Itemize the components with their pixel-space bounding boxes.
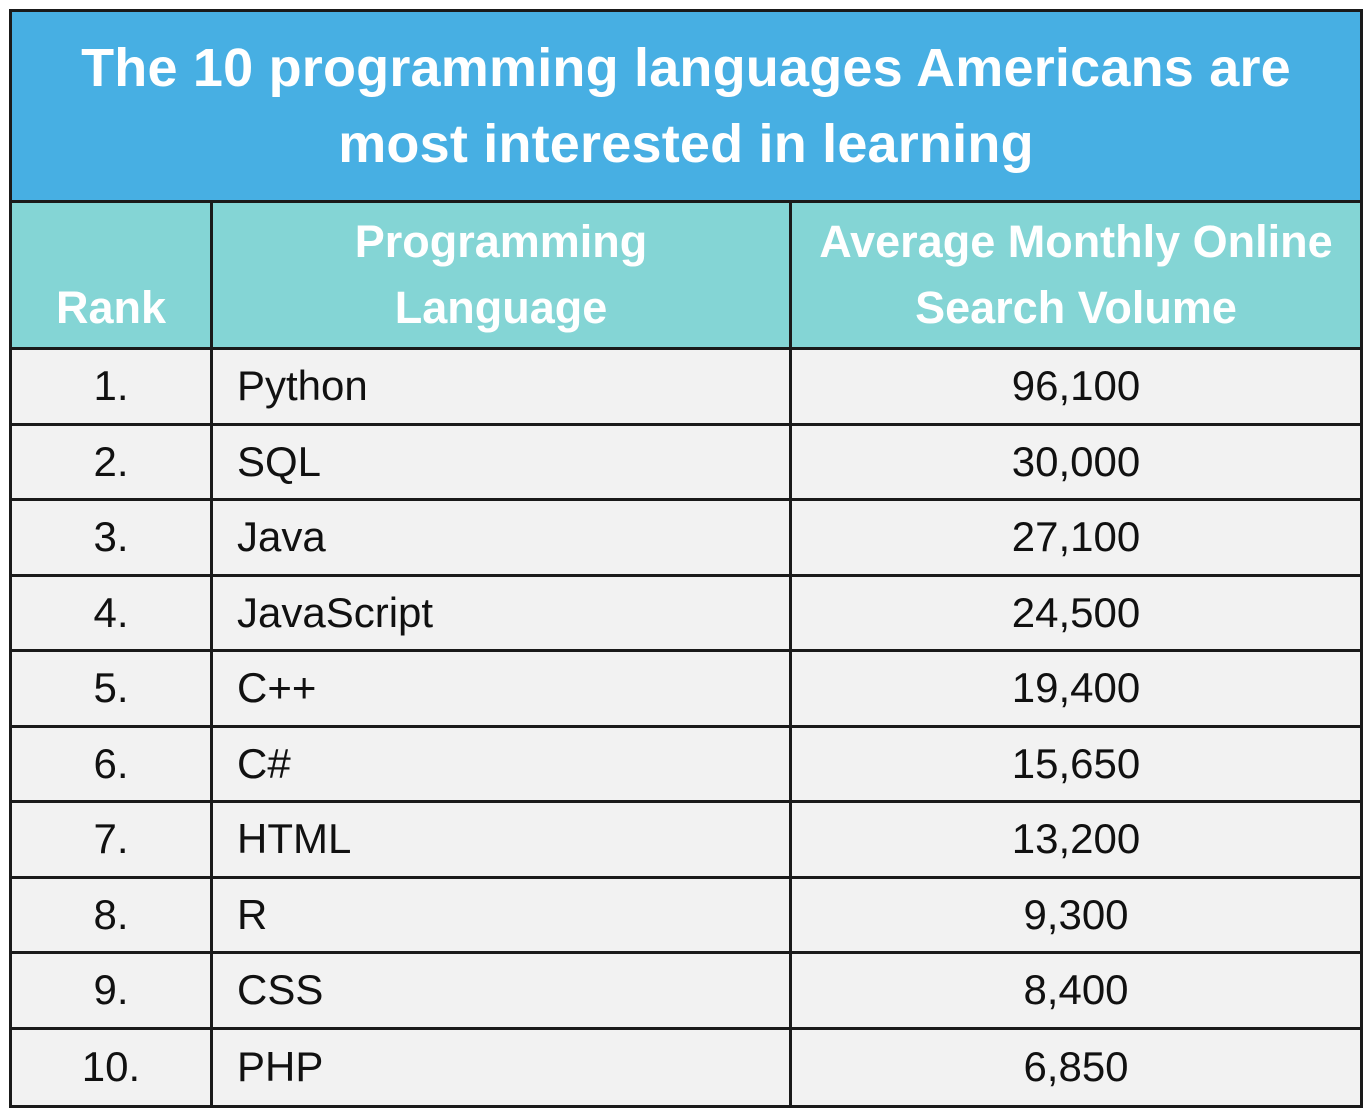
rank-cell: 7. — [12, 803, 213, 876]
language-cell: JavaScript — [213, 576, 792, 649]
table-title: The 10 programming languages Americans a… — [81, 38, 1291, 174]
volume-cell-text: 15,650 — [1011, 739, 1141, 787]
language-cell-text: JavaScript — [237, 588, 434, 636]
language-cell-text: R — [237, 890, 268, 938]
volume-cell: 30,000 — [792, 426, 1360, 499]
header-language: Programming Language — [213, 203, 792, 347]
rank-cell-text: 3. — [93, 513, 129, 561]
rank-cell-text: 7. — [93, 815, 129, 863]
header-volume-label: Average Monthly Online Search Volume — [819, 216, 1333, 333]
table-row: 10. PHP 6,850 — [12, 1029, 1360, 1106]
volume-cell: 6,850 — [792, 1030, 1360, 1106]
language-cell: Java — [213, 501, 792, 574]
rank-cell-text: 5. — [93, 664, 129, 712]
volume-cell-text: 30,000 — [1011, 437, 1141, 485]
rank-cell: 2. — [12, 425, 213, 498]
language-cell: R — [213, 878, 792, 951]
rank-cell: 9. — [12, 954, 213, 1027]
header-language-label: Programming Language — [354, 216, 648, 333]
table-row: 8. R 9,300 — [12, 878, 1360, 954]
rank-cell-text: 8. — [93, 890, 129, 938]
language-cell-text: HTML — [237, 815, 352, 863]
volume-cell-text: 6,850 — [1023, 1043, 1129, 1091]
language-cell: PHP — [213, 1029, 792, 1105]
table-row: 5. C++ 19,400 — [12, 652, 1360, 728]
volume-cell-text: 96,100 — [1011, 362, 1141, 410]
header-volume: Average Monthly Online Search Volume — [792, 203, 1360, 347]
table-row: 6. C# 15,650 — [12, 727, 1360, 803]
language-cell-text: C# — [237, 739, 291, 787]
table-body: 1. Python 96,100 2. SQL 30,000 3. Java 27,100 4. J… — [12, 350, 1360, 1105]
language-cell: C# — [213, 727, 792, 800]
volume-cell-text: 13,200 — [1011, 815, 1141, 863]
rank-cell-text: 4. — [93, 588, 129, 636]
volume-cell: 8,400 — [792, 954, 1360, 1027]
volume-cell-text: 24,500 — [1011, 588, 1141, 636]
volume-cell: 13,200 — [792, 803, 1360, 876]
table-row: 4. JavaScript 24,500 — [12, 576, 1360, 652]
table-header-row: Rank Programming Language Average Monthl… — [12, 203, 1360, 350]
search-volume-table: The 10 programming languages Americans a… — [9, 9, 1363, 1108]
volume-cell: 9,300 — [792, 879, 1360, 952]
rank-cell: 5. — [12, 652, 213, 725]
language-cell: C++ — [213, 652, 792, 725]
language-cell-text: PHP — [237, 1043, 324, 1091]
language-cell: Python — [213, 350, 792, 423]
rank-cell: 4. — [12, 576, 213, 649]
rank-cell-text: 6. — [93, 739, 129, 787]
language-cell-text: Java — [237, 513, 326, 561]
rank-cell-text: 10. — [81, 1043, 141, 1091]
language-cell: SQL — [213, 425, 792, 498]
language-cell-text: Python — [237, 362, 368, 410]
rank-cell: 10. — [12, 1029, 213, 1105]
language-cell-text: C++ — [237, 664, 317, 712]
rank-cell-text: 2. — [93, 437, 129, 485]
language-cell-text: SQL — [237, 437, 322, 485]
header-rank: Rank — [12, 203, 213, 347]
table-row: 2. SQL 30,000 — [12, 425, 1360, 501]
volume-cell-text: 19,400 — [1011, 664, 1141, 712]
table-row: 9. CSS 8,400 — [12, 954, 1360, 1030]
rank-cell-text: 9. — [93, 966, 129, 1014]
volume-cell-text: 9,300 — [1023, 890, 1129, 938]
volume-cell: 96,100 — [792, 350, 1360, 423]
table-title-bar: The 10 programming languages Americans a… — [12, 12, 1360, 203]
volume-cell: 24,500 — [792, 577, 1360, 650]
rank-cell: 1. — [12, 350, 213, 423]
language-cell: CSS — [213, 954, 792, 1027]
rank-cell: 6. — [12, 727, 213, 800]
rank-cell: 8. — [12, 878, 213, 951]
header-rank-label: Rank — [55, 282, 167, 333]
volume-cell: 19,400 — [792, 652, 1360, 725]
volume-cell: 27,100 — [792, 501, 1360, 574]
rank-cell: 3. — [12, 501, 213, 574]
volume-cell-text: 8,400 — [1023, 966, 1129, 1014]
table-row: 1. Python 96,100 — [12, 350, 1360, 426]
language-cell: HTML — [213, 803, 792, 876]
table-row: 7. HTML 13,200 — [12, 803, 1360, 879]
language-cell-text: CSS — [237, 966, 324, 1014]
table-row: 3. Java 27,100 — [12, 501, 1360, 577]
rank-cell-text: 1. — [93, 362, 129, 410]
volume-cell-text: 27,100 — [1011, 513, 1141, 561]
volume-cell: 15,650 — [792, 728, 1360, 801]
